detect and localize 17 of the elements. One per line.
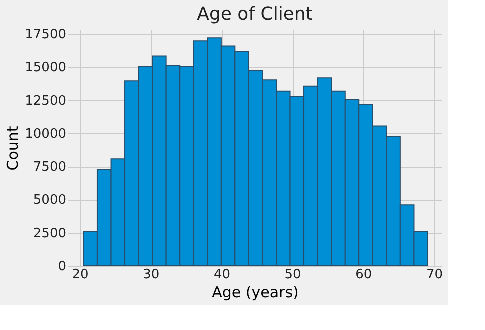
y-tick-label: 12500 [25,94,66,109]
chart-title: Age of Client [197,4,313,25]
x-tick-label: 20 [72,268,89,282]
y-tick-label: 17500 [25,27,66,42]
y-tick-label: 2500 [33,226,66,242]
y-tick-label: 10000 [25,126,66,142]
y-tick-label: 15000 [25,60,66,76]
x-axis-title: Age (years) [212,284,299,302]
y-tick-label: 0 [58,260,66,274]
x-tick-label: 70 [426,268,443,282]
x-tick-label: 40 [214,268,230,282]
x-tick-label: 60 [356,268,372,282]
x-tick-label: 30 [143,268,160,282]
y-tick-label: 5000 [33,193,66,208]
x-tick-label: 50 [284,268,302,282]
y-tick-label: 7500 [33,160,66,176]
y-axis-title: Count [4,126,22,171]
